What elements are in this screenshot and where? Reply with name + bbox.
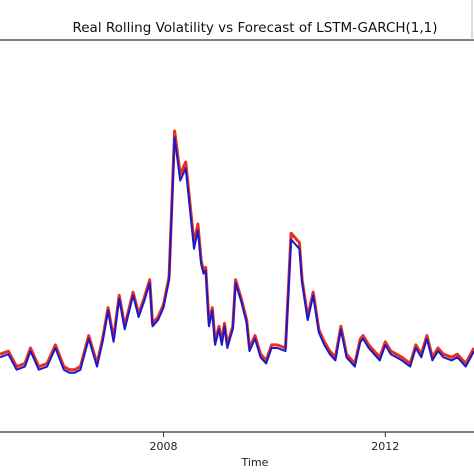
axes — [0, 0, 474, 433]
series-line-red — [0, 129, 474, 372]
x-tick-label: 2012 — [371, 440, 399, 453]
x-tick-label: 2008 — [150, 440, 178, 453]
series-line-blue — [0, 136, 474, 374]
x-ticks: 2008 2012 — [150, 432, 399, 453]
chart-title: Real Rolling Volatility vs Forecast of L… — [72, 20, 437, 36]
series-layer — [0, 129, 474, 374]
x-axis-label: Time — [241, 456, 269, 469]
